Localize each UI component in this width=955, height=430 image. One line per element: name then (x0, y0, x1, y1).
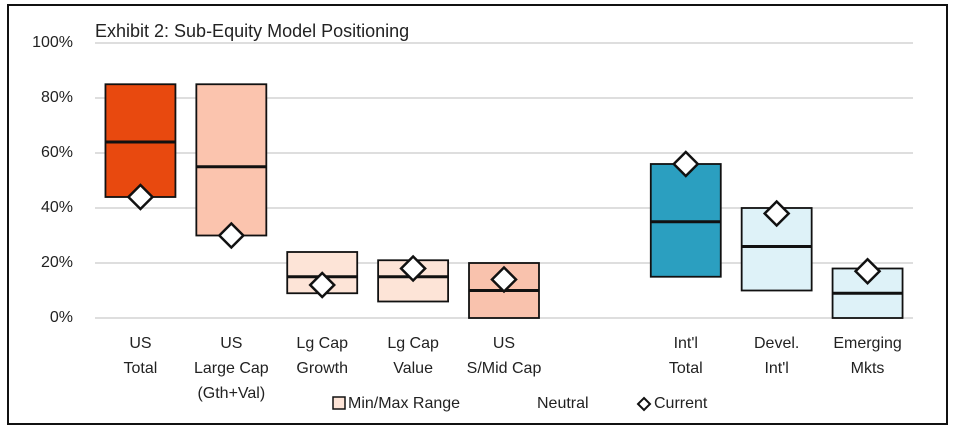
y-tick-label: 40% (41, 199, 73, 216)
legend-marker (636, 396, 652, 412)
y-tick-label: 100% (32, 34, 73, 51)
current-marker (672, 150, 700, 178)
current-marker (490, 265, 518, 294)
x-tick-label: Value (393, 360, 433, 377)
x-tick-label: US (220, 335, 242, 352)
current-marker (399, 254, 427, 283)
x-tick-label: Growth (296, 360, 348, 377)
x-tick-label: (Gth+Val) (197, 385, 265, 402)
x-tick-label: Large Cap (194, 360, 269, 377)
legend-label: Min/Max Range (348, 395, 460, 412)
x-tick-label: US (129, 335, 151, 352)
y-tick-label: 20% (41, 254, 73, 271)
x-tick-label: Lg Cap (296, 335, 348, 352)
x-tick-label: Int'l (764, 360, 788, 377)
y-tick-label: 0% (50, 309, 73, 326)
x-tick-label: Total (124, 360, 158, 377)
chart-title: Exhibit 2: Sub-Equity Model Positioning (95, 21, 409, 41)
current-marker (853, 257, 882, 286)
x-tick-label: Lg Cap (387, 335, 439, 352)
current-marker (126, 183, 155, 211)
x-tick-label: S/Mid Cap (467, 360, 542, 377)
x-tick-label: Emerging (833, 335, 901, 352)
x-tick-label: Total (669, 360, 703, 377)
x-tick-label: US (493, 335, 515, 352)
legend-label: Neutral (537, 395, 589, 412)
current-marker (762, 199, 791, 228)
x-tick-label: Int'l (674, 335, 698, 352)
current-marker (308, 271, 336, 299)
legend-swatch (332, 396, 346, 410)
y-tick-label: 80% (41, 89, 73, 106)
legend-label: Current (654, 395, 708, 412)
x-tick-label: Devel. (754, 335, 799, 352)
y-tick-label: 60% (41, 144, 73, 161)
current-marker (217, 221, 246, 250)
range-bar (195, 83, 268, 237)
x-tick-label: Mkts (851, 360, 885, 377)
